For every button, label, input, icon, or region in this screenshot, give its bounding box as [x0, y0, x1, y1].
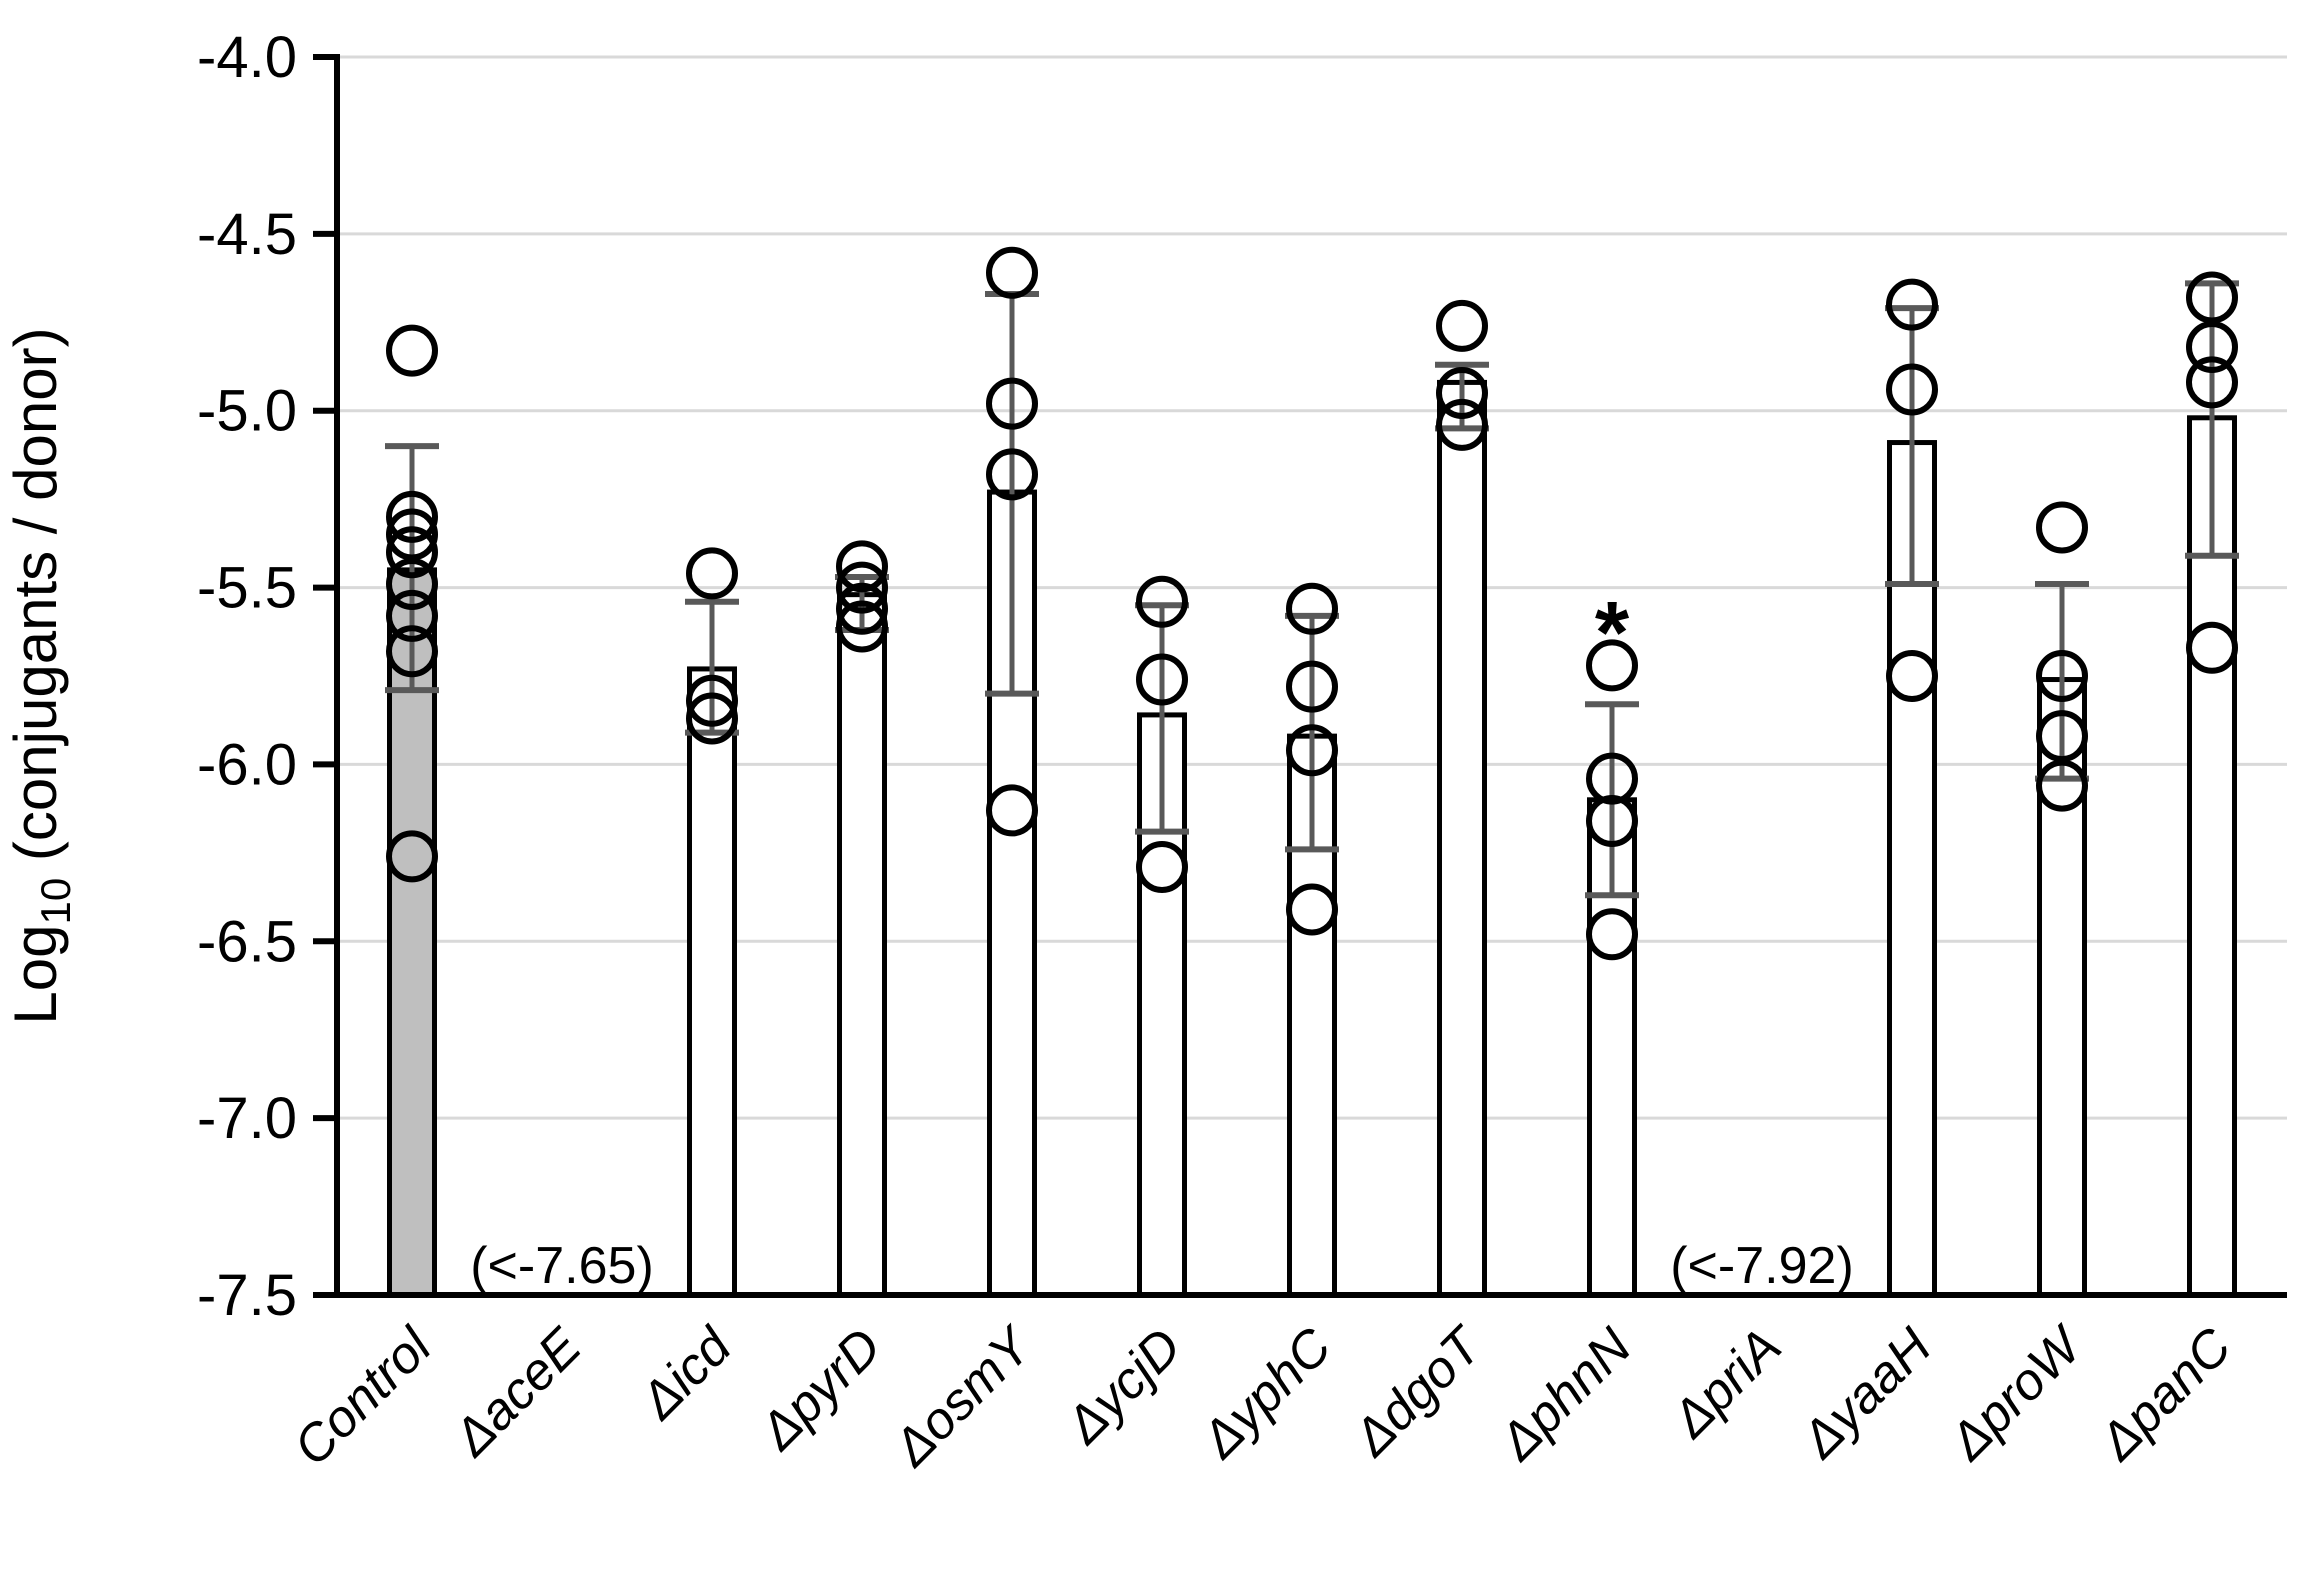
x-category-label-priA: ΔpriA [1660, 1317, 1792, 1449]
data-point-control-4 [386, 558, 438, 611]
data-point-control-3 [386, 526, 438, 579]
y-tick-label--4.0: -4.0 [197, 25, 297, 90]
data-point-control-5 [386, 589, 438, 642]
data-point-yaaH-1 [1886, 363, 1938, 416]
x-category-label-icd: Δicd [628, 1316, 744, 1432]
x-category-label-panC: ΔpanC [2087, 1317, 2242, 1472]
data-point-icd-1 [686, 674, 738, 727]
data-point-ycjD-1 [1136, 653, 1188, 706]
data-point-osmY-3 [986, 784, 1038, 837]
data-point-ycjD-2 [1136, 841, 1188, 894]
data-point-yphC-2 [1286, 724, 1338, 777]
y-tick-label--5.0: -5.0 [197, 379, 297, 444]
bar-dgoT [1437, 379, 1487, 1298]
data-point-yphC-3 [1286, 883, 1338, 936]
y-tick-label--7.5: -7.5 [197, 1263, 297, 1328]
x-category-label-phnN: ΔphnN [1487, 1317, 1642, 1472]
below-detection-label-aceE: (<-7.65) [470, 1237, 654, 1295]
below-detection-label-priA: (<-7.92) [1670, 1237, 1854, 1295]
data-point-dgoT-2 [1436, 398, 1488, 451]
data-point-pyrD-3 [836, 600, 888, 653]
bar-icd [687, 666, 737, 1298]
x-category-label-control: Control [283, 1316, 444, 1477]
data-point-control-2 [386, 508, 438, 561]
x-category-label-osmY: ΔosmY [881, 1315, 1044, 1478]
data-point-phnN-2 [1586, 795, 1638, 848]
data-point-proW-2 [2036, 710, 2088, 763]
data-point-yaaH-0 [1886, 278, 1938, 331]
y-tick-label--7.0: -7.0 [197, 1086, 297, 1151]
x-category-label-dgoT: ΔdgoT [1342, 1315, 1495, 1468]
data-point-osmY-0 [986, 246, 1038, 299]
data-point-panC-2 [2186, 356, 2238, 409]
data-point-pyrD-1 [836, 561, 888, 614]
x-category-label-yaaH: ΔyaaH [1790, 1317, 1943, 1470]
data-point-control-0 [386, 324, 438, 377]
data-point-phnN-1 [1586, 752, 1638, 805]
x-category-label-proW: ΔproW [1938, 1314, 2096, 1472]
y-tick-label--5.5: -5.5 [197, 556, 297, 621]
data-point-yphC-1 [1286, 660, 1338, 713]
data-point-pyrD-0 [836, 540, 888, 593]
data-point-ycjD-0 [1136, 575, 1188, 628]
data-point-yaaH-2 [1886, 650, 1938, 702]
data-point-panC-3 [2186, 621, 2238, 674]
data-point-yphC-0 [1286, 582, 1338, 635]
data-point-proW-0 [2036, 501, 2088, 554]
data-point-proW-1 [2036, 650, 2088, 702]
significance-asterisk-phnN: * [1595, 582, 1630, 681]
data-point-proW-3 [2036, 759, 2088, 812]
data-point-pyrD-2 [836, 582, 888, 635]
data-point-icd-2 [686, 692, 738, 745]
data-point-dgoT-0 [1436, 299, 1488, 352]
x-category-label-aceE: ΔaceE [442, 1317, 594, 1469]
data-point-osmY-1 [986, 377, 1038, 430]
data-point-phnN-3 [1586, 908, 1638, 961]
x-category-label-ycjD: ΔycjD [1054, 1317, 1193, 1456]
x-category-label-yphC: ΔyphC [1190, 1317, 1343, 1470]
y-tick-label--6.5: -6.5 [197, 909, 297, 974]
data-point-control-7 [386, 830, 438, 883]
data-point-icd-0 [686, 547, 738, 600]
data-point-control-1 [386, 490, 438, 543]
y-tick-label--6.0: -6.0 [197, 732, 297, 797]
y-tick-label--4.5: -4.5 [197, 202, 297, 267]
data-point-osmY-2 [986, 448, 1038, 501]
data-point-dgoT-1 [1436, 367, 1488, 420]
x-category-label-pyrD: ΔpyrD [748, 1317, 893, 1462]
data-point-phnN-0 [1586, 639, 1638, 692]
data-point-panC-0 [2186, 271, 2238, 324]
data-point-panC-1 [2186, 321, 2238, 374]
bar-pyrD [837, 592, 887, 1298]
y-axis-title: Log10 (conjugants / donor) [2, 327, 79, 1024]
data-point-control-6 [386, 625, 438, 678]
